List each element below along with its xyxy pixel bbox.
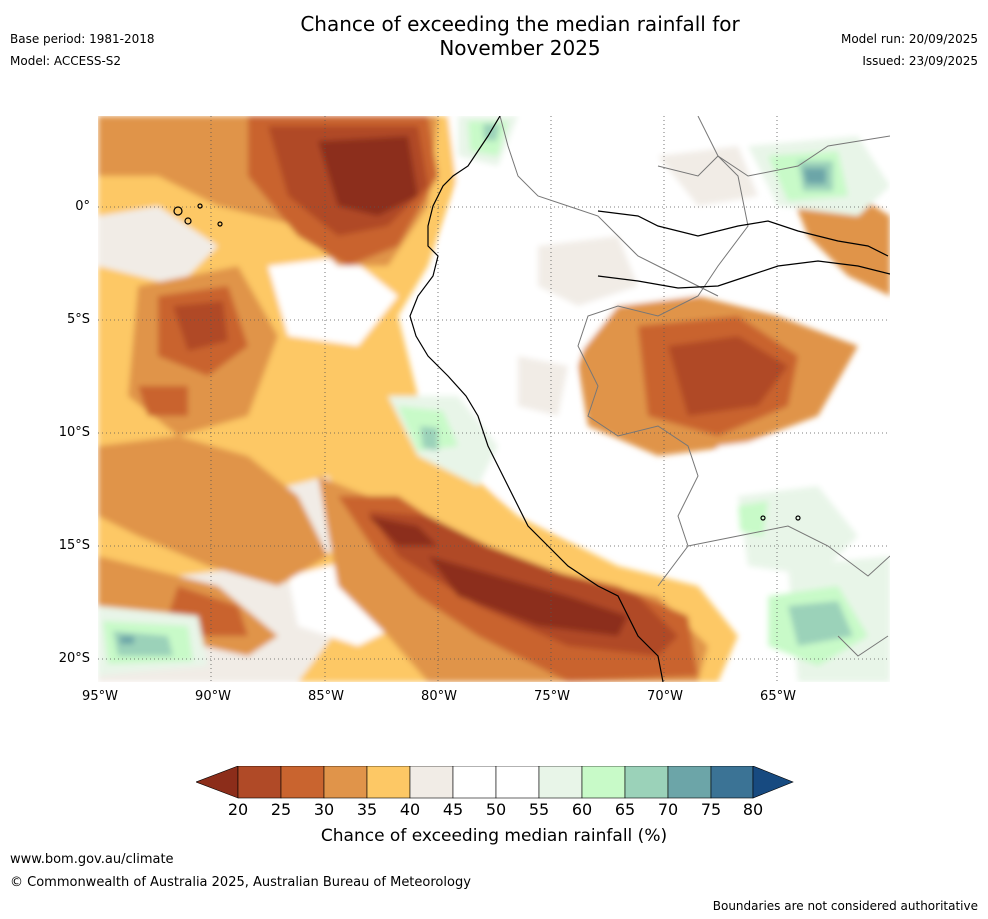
lat-label-10s: 10°S bbox=[58, 425, 90, 440]
meta-left: Base period: 1981-2018 Model: ACCESS-S2 bbox=[10, 28, 155, 72]
legend-colorbar bbox=[196, 766, 794, 799]
footer-url[interactable]: www.bom.gov.au/climate bbox=[10, 852, 174, 867]
legend-swatch-below-20 bbox=[196, 766, 239, 799]
legend-swatch-35-40 bbox=[366, 766, 411, 799]
lon-label-85w: 85°W bbox=[308, 689, 344, 704]
lat-label-15s: 15°S bbox=[58, 538, 90, 553]
legend-swatch-65-70 bbox=[624, 766, 669, 799]
model-run: Model run: 20/09/2025 bbox=[840, 32, 978, 46]
coastline bbox=[173, 116, 890, 682]
meta-right: Model run: 20/09/2025 Issued: 23/09/2025 bbox=[841, 28, 978, 72]
legend-tick-60: 60 bbox=[571, 800, 593, 819]
legend-tick-80: 80 bbox=[742, 800, 764, 819]
legend-swatch-30-35 bbox=[323, 766, 368, 799]
legend-swatch-70-75 bbox=[667, 766, 712, 799]
legend-tick-75: 75 bbox=[700, 800, 722, 819]
footer-disclaimer: Boundaries are not considered authoritat… bbox=[712, 899, 978, 913]
legend-label: Chance of exceeding median rainfall (%) bbox=[320, 826, 668, 846]
legend-tick-70: 70 bbox=[657, 800, 679, 819]
legend-swatch-25-30 bbox=[280, 766, 325, 799]
legend-swatch-75-80 bbox=[710, 766, 754, 799]
lat-label-0: 0° bbox=[75, 199, 90, 214]
lon-label-70w: 70°W bbox=[647, 689, 683, 704]
title-line-1: Chance of exceeding the median rainfall … bbox=[300, 12, 740, 36]
legend-tick-40: 40 bbox=[399, 800, 421, 819]
legend-swatch-60-65 bbox=[581, 766, 626, 799]
legend-tick-35: 35 bbox=[356, 800, 378, 819]
legend-swatch-20-25 bbox=[237, 766, 282, 799]
footer-copyright: © Commonwealth of Australia 2025, Austra… bbox=[10, 875, 471, 890]
legend-swatch-45-50 bbox=[452, 766, 497, 799]
legend-tick-20: 20 bbox=[227, 800, 249, 819]
legend-swatch-above-80 bbox=[752, 766, 794, 799]
lon-label-75w: 75°W bbox=[534, 689, 570, 704]
issued-date: Issued: 23/09/2025 bbox=[862, 54, 978, 68]
legend-tick-55: 55 bbox=[528, 800, 550, 819]
legend-tick-30: 30 bbox=[313, 800, 335, 819]
lon-label-95w: 95°W bbox=[82, 689, 118, 704]
lon-label-80w: 80°W bbox=[421, 689, 457, 704]
legend-swatch-55-60 bbox=[538, 766, 583, 799]
base-period: Base period: 1981-2018 bbox=[10, 32, 155, 46]
legend-tick-65: 65 bbox=[614, 800, 636, 819]
map-canvas bbox=[98, 116, 890, 682]
lon-label-65w: 65°W bbox=[760, 689, 796, 704]
legend-tick-45: 45 bbox=[442, 800, 464, 819]
title-line-2: November 2025 bbox=[439, 36, 601, 60]
country-borders bbox=[499, 116, 890, 657]
legend-swatch-50-55 bbox=[495, 766, 540, 799]
model-name: Model: ACCESS-S2 bbox=[10, 54, 122, 68]
rainfall-map bbox=[98, 116, 890, 682]
legend-swatch-40-45 bbox=[409, 766, 454, 799]
rainfall-fields bbox=[98, 116, 890, 682]
lon-label-90w: 90°W bbox=[195, 689, 231, 704]
legend-tick-50: 50 bbox=[485, 800, 507, 819]
map-title: Chance of exceeding the median rainfall … bbox=[220, 12, 820, 60]
lat-label-5s: 5°S bbox=[66, 312, 90, 327]
graticule bbox=[98, 116, 890, 682]
lat-label-20s: 20°S bbox=[58, 651, 90, 666]
legend-tick-25: 25 bbox=[270, 800, 292, 819]
